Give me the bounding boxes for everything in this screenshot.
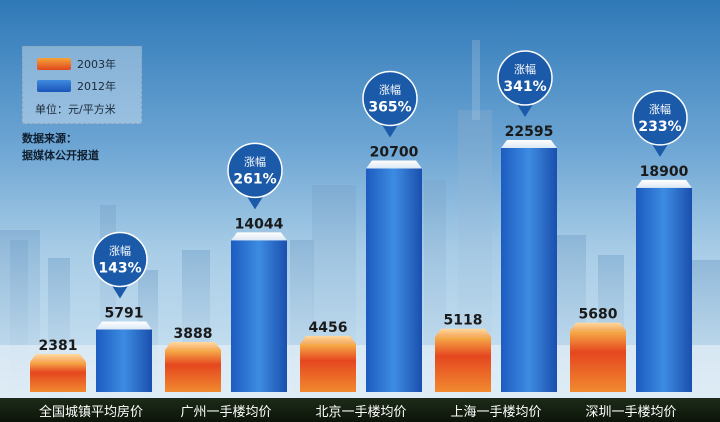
- bar-2012-0: [96, 329, 152, 392]
- bar-2012-4: [636, 187, 692, 392]
- category-label-0: 全国城镇平均房价: [39, 404, 143, 420]
- bar-2012-1: [231, 240, 287, 392]
- increase-percent-1: 261%: [233, 171, 276, 187]
- category-label-3: 上海一手楼均价: [450, 405, 541, 420]
- increase-percent-0: 143%: [98, 260, 141, 276]
- legend-item-2012: 2012年: [37, 78, 116, 94]
- legend-swatch-2003: [37, 58, 71, 70]
- value-label-2012-0: 5791: [105, 305, 144, 321]
- value-label-2003-0: 2381: [39, 338, 78, 354]
- bar-cap-2012-4: [636, 179, 692, 188]
- value-label-2012-3: 22595: [505, 124, 554, 140]
- increase-bubble-4: [632, 90, 688, 146]
- bar-cap-2012-3: [501, 140, 557, 148]
- increase-bubble-title-4: 涨幅: [649, 103, 671, 116]
- increase-bubble-3: [497, 50, 553, 106]
- value-label-2003-2: 4456: [309, 320, 348, 336]
- source-line-1: 数据来源：: [22, 132, 77, 145]
- increase-percent-4: 233%: [638, 119, 681, 135]
- bar-cap-2003-4: [570, 322, 626, 331]
- legend-label-2003: 2003年: [77, 58, 116, 71]
- category-label-2: 北京一手楼均价: [315, 405, 406, 420]
- bar-cap-2003-2: [300, 335, 356, 344]
- bar-2003-3: [435, 336, 491, 392]
- bar-2003-2: [300, 343, 356, 392]
- increase-bubble-title-3: 涨幅: [514, 63, 536, 76]
- bar-cap-2012-1: [231, 232, 287, 241]
- bar-cap-2003-0: [30, 354, 86, 362]
- increase-bubble-title-2: 涨幅: [379, 83, 401, 96]
- category-bar: [0, 398, 720, 422]
- increase-bubble-1: [227, 142, 283, 199]
- bar-2003-1: [165, 350, 221, 392]
- legend-item-2003: 2003年: [37, 56, 116, 72]
- legend: 2003年 2012年 单位：元/平方米: [22, 46, 142, 124]
- bar-2003-4: [570, 330, 626, 392]
- increase-bubble-title-1: 涨幅: [244, 155, 266, 168]
- legend-swatch-2012: [37, 80, 71, 92]
- bar-2012-3: [501, 148, 557, 392]
- source-line-2: 据媒体公开报道: [22, 149, 99, 162]
- bar-2012-2: [366, 168, 422, 392]
- data-source-note: 数据来源： 据媒体公开报道: [22, 130, 99, 164]
- increase-bubble-0: [92, 231, 148, 288]
- bar-2003-0: [30, 362, 86, 392]
- bars-layer: 2381 5791 涨幅 143% 全国城镇平均房价 3888 14044 涨幅 261% 广州一…: [30, 50, 692, 420]
- value-label-2003-1: 3888: [174, 326, 213, 342]
- increase-bubble-2: [362, 70, 418, 127]
- bar-cap-2003-1: [165, 342, 221, 351]
- value-label-2003-4: 5680: [579, 307, 618, 323]
- legend-label-2012: 2012年: [77, 80, 116, 93]
- legend-unit: 单位：元/平方米: [35, 103, 116, 116]
- category-label-1: 广州一手楼均价: [180, 405, 271, 420]
- bar-cap-2012-0: [96, 321, 152, 330]
- bar-cap-2012-2: [366, 160, 422, 169]
- increase-bubble-title-0: 涨幅: [109, 244, 131, 257]
- value-label-2012-2: 20700: [370, 144, 419, 160]
- value-label-2003-3: 5118: [444, 313, 483, 329]
- bar-cap-2003-3: [435, 328, 491, 337]
- category-label-4: 深圳一手楼均价: [585, 405, 676, 420]
- increase-percent-3: 341%: [503, 79, 546, 95]
- value-label-2012-4: 18900: [640, 164, 689, 180]
- increase-percent-2: 365%: [368, 99, 411, 115]
- value-label-2012-1: 14044: [235, 216, 284, 232]
